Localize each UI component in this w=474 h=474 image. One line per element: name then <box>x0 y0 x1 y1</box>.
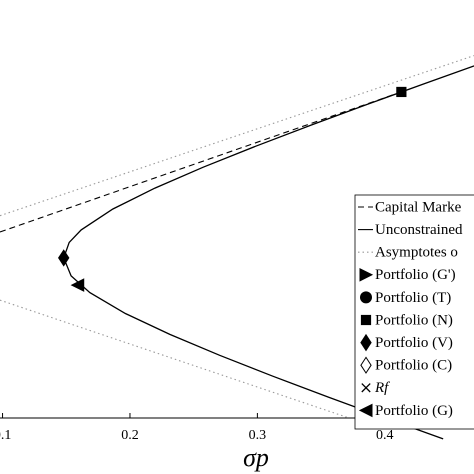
legend-label: Asymptotes o <box>375 245 458 261</box>
marker <box>396 86 407 98</box>
legend-box <box>354 194 474 430</box>
x-tick-label: 0.4 <box>376 428 394 443</box>
line <box>63 65 474 440</box>
legend-label: Portfolio (G) <box>375 403 453 419</box>
legend-marker <box>360 333 372 352</box>
legend-marker <box>360 291 372 304</box>
legend-marker <box>361 383 371 393</box>
legend-label: Portfolio (C) <box>375 358 452 374</box>
x-tick-label: 0.2 <box>121 428 139 443</box>
marker <box>58 249 70 267</box>
legend-marker <box>359 267 374 282</box>
marker <box>70 278 85 292</box>
legend-label: Portfolio (N) <box>375 312 453 328</box>
legend-label: Unconstrained <box>375 222 463 238</box>
legend-marker <box>360 314 372 326</box>
legend-label: Portfolio (V) <box>375 335 453 351</box>
legend-label: Rf <box>374 380 390 396</box>
line <box>0 299 350 419</box>
x-axis-label: σp <box>243 443 269 472</box>
line <box>0 55 474 217</box>
line <box>0 91 402 233</box>
legend-label: Portfolio (G') <box>375 267 456 283</box>
x-tick-label: 0.1 <box>0 428 11 443</box>
legend-marker <box>358 403 373 418</box>
x-tick-label: 0.3 <box>249 428 267 443</box>
legend-marker <box>360 356 372 374</box>
legend-label: Portfolio (T) <box>375 290 451 306</box>
legend-label: Capital Marke <box>375 199 462 215</box>
